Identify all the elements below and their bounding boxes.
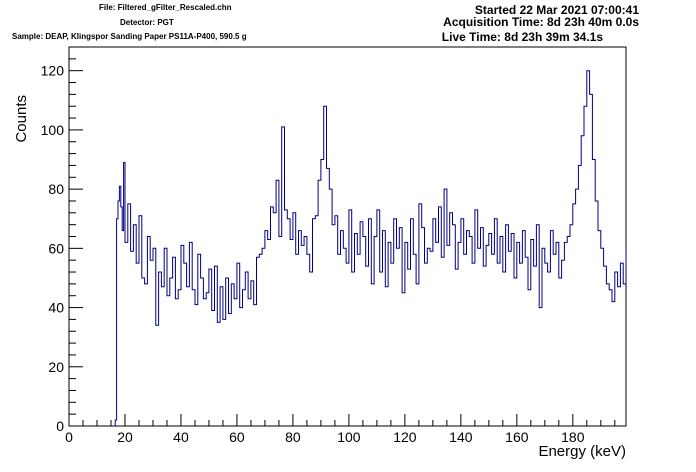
plot-frame: [68, 46, 627, 427]
x-axis-title: Energy (keV): [538, 443, 626, 460]
y-axis-ticks: [69, 46, 83, 427]
y-axis-title: Counts: [13, 95, 30, 143]
x-tick-label: 120: [393, 429, 417, 445]
x-tick-label: 140: [449, 429, 473, 445]
y-tick-label: 40: [48, 300, 64, 316]
x-tick-label: 40: [173, 429, 189, 445]
detector-label: Detector: PGT: [120, 18, 174, 27]
x-tick-label: 0: [65, 429, 73, 445]
y-tick-label: 120: [41, 63, 65, 79]
x-tick-label: 80: [285, 429, 301, 445]
y-tick-label: 100: [41, 122, 65, 138]
y-tick-label: 80: [48, 181, 64, 197]
started-label: Started 22 Mar 2021 07:00:41: [474, 3, 639, 17]
y-tick-label: 0: [56, 418, 64, 434]
acquisition-time-label: Acquisition Time: 8d 23h 40m 0.0s: [443, 15, 639, 29]
file-label: File: Filtered_gFilter_Rescaled.chn: [99, 3, 232, 12]
x-tick-label: 60: [229, 429, 245, 445]
y-tick-label: 60: [48, 240, 64, 256]
x-tick-label: 180: [561, 429, 585, 445]
x-axis-tick-labels: 0 20 40 60 80 100 120 140 160 180: [65, 429, 585, 445]
spectrum-line: [114, 70, 627, 426]
sample-label: Sample: DEAP, Klingspor Sanding Paper PS…: [12, 32, 247, 41]
live-time-label: Live Time: 8d 23h 39m 34.1s: [441, 30, 603, 44]
y-tick-label: 20: [48, 359, 64, 375]
y-axis-tick-labels: 0 20 40 60 80 100 120: [41, 63, 65, 434]
x-tick-label: 20: [117, 429, 133, 445]
x-tick-label: 160: [505, 429, 529, 445]
x-axis-ticks: [68, 414, 616, 426]
x-tick-label: 100: [337, 429, 361, 445]
